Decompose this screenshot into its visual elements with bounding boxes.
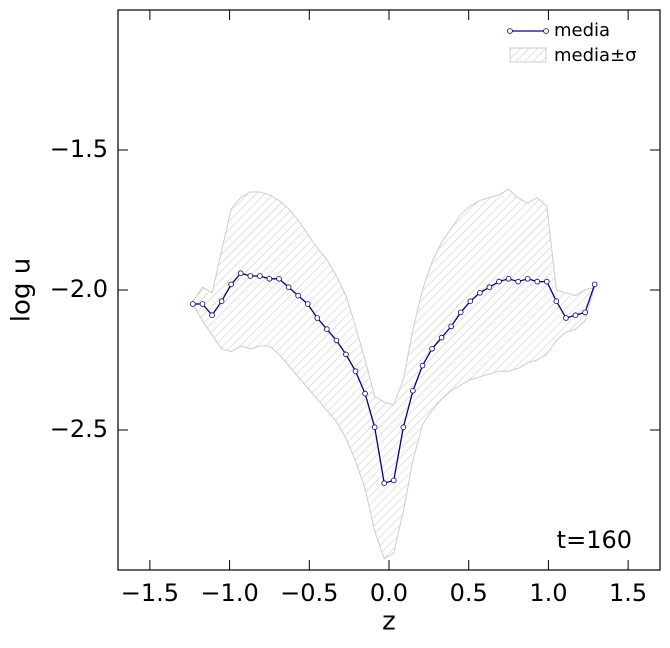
x-tick-label: 1.5 (609, 579, 647, 607)
x-tick-label: 1.0 (529, 579, 567, 607)
media-point (381, 480, 388, 487)
media-point (457, 309, 464, 316)
media-point (419, 362, 426, 369)
legend-swatch (509, 47, 547, 63)
x-tick-label: −0.5 (280, 579, 338, 607)
media-point (237, 270, 244, 277)
x-tick-label: 0.5 (450, 579, 488, 607)
media-point (371, 424, 378, 431)
media-point (400, 424, 407, 431)
media-point (591, 281, 598, 288)
media-point (228, 281, 234, 288)
media-point (496, 278, 502, 285)
media-point (438, 334, 445, 341)
y-axis-label: log u (7, 258, 37, 322)
media-point (276, 275, 282, 282)
x-tick-label: 0.0 (370, 579, 408, 607)
media-point (285, 284, 292, 291)
media-point (515, 278, 521, 285)
media-point (563, 315, 569, 321)
media-point (314, 315, 321, 321)
x-axis-label: z (382, 607, 396, 637)
media-point (343, 351, 349, 358)
media-point (266, 275, 273, 282)
y-tick-label: −1.5 (50, 135, 108, 163)
media-point (486, 284, 493, 291)
media-point (333, 337, 340, 344)
media-point (304, 301, 311, 307)
media-point (362, 390, 368, 397)
media-point (553, 298, 560, 305)
media-point (448, 323, 454, 330)
media-point (218, 298, 225, 305)
media-point (257, 273, 263, 279)
media-point (544, 278, 550, 285)
annotation: t=160 (557, 526, 632, 554)
sigma-band (192, 188, 596, 560)
media-point (209, 312, 215, 319)
media-point (477, 289, 483, 296)
media-point (505, 275, 512, 282)
media-point (199, 301, 206, 307)
media-point (429, 345, 435, 352)
media-point (190, 301, 196, 307)
legend-label: media (554, 20, 610, 41)
media-point (572, 312, 579, 319)
media-point (295, 292, 301, 299)
media-point (534, 278, 541, 285)
media-point (524, 275, 531, 282)
legend-label: media±σ (554, 45, 637, 66)
y-tick-label: −2.5 (50, 415, 108, 443)
media-point (467, 298, 474, 305)
legend-marker (543, 28, 549, 34)
media-point (352, 368, 359, 375)
legend-marker (507, 28, 513, 34)
x-tick-label: −1.0 (200, 579, 258, 607)
y-tick-label: −2.0 (50, 275, 108, 303)
media-point (410, 387, 416, 394)
media-point (582, 309, 588, 316)
media-point (324, 326, 330, 333)
x-tick-label: −1.5 (121, 579, 179, 607)
media-point (390, 477, 397, 484)
media-point (247, 273, 254, 279)
